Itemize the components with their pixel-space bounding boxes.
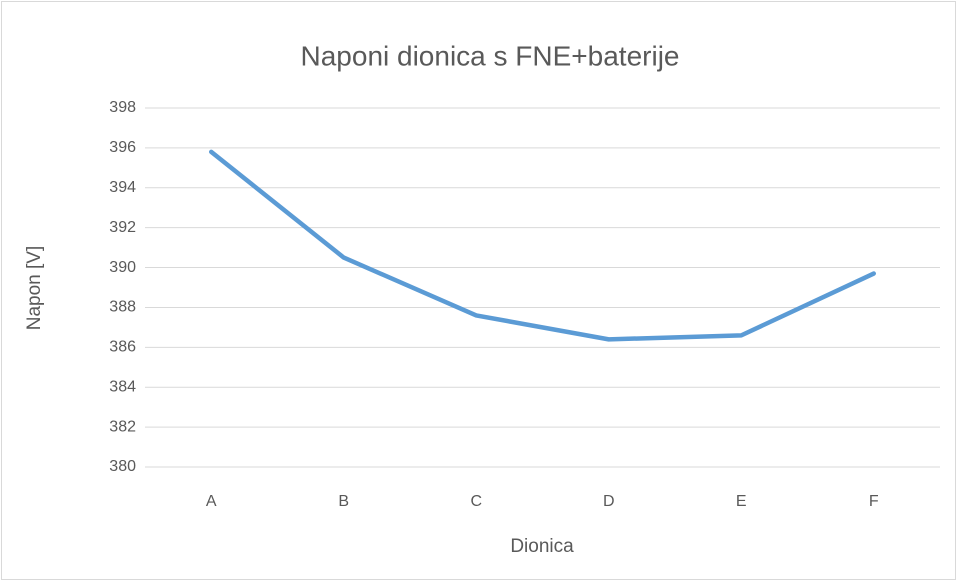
y-axis-label: Napon [V] <box>24 246 45 331</box>
x-tick-label: E <box>736 493 747 510</box>
y-tick-label: 388 <box>109 299 136 316</box>
y-tick-label: 392 <box>109 219 136 236</box>
x-tick-label: C <box>470 493 482 510</box>
y-tick-label: 386 <box>109 339 136 356</box>
data-line <box>209 149 876 342</box>
x-tick-label: A <box>206 493 217 510</box>
x-tick-label: D <box>603 493 615 510</box>
x-tick-label: F <box>869 493 879 510</box>
y-tick-label: 398 <box>109 99 136 116</box>
y-tick-label: 396 <box>109 139 136 156</box>
y-tick-label: 380 <box>109 458 136 475</box>
y-tick-label: 384 <box>109 378 136 395</box>
chart-title: Naponi dionica s FNE+baterije <box>301 40 680 71</box>
y-tick-label: 394 <box>109 179 136 196</box>
x-tick-label: B <box>338 493 349 510</box>
y-tick-label: 390 <box>109 259 136 276</box>
x-axis-label: Dionica <box>510 536 574 557</box>
y-tick-label: 382 <box>109 418 136 435</box>
